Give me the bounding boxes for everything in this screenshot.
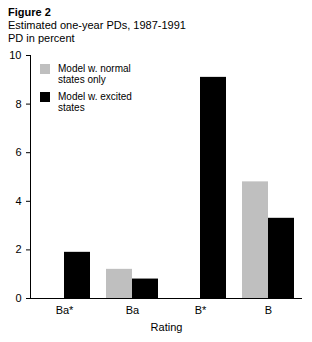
svg-text:10: 10 [9,49,21,61]
html-text:Model w. excited states: Model w. excited states [58,91,132,113]
svg-text:8: 8 [15,98,21,110]
html-text:PD in percent: PD in percent [8,32,75,44]
svg-text:Ba*: Ba* [56,304,74,316]
svg-text:6: 6 [15,146,21,158]
svg-text:B: B [265,304,272,316]
html-text:Estimated one-year PDs, 1987-1: Estimated one-year PDs, 1987-1991 [8,19,186,31]
html-text:Model w. normal states only: Model w. normal states only [58,63,131,85]
svg-text:Ba: Ba [126,304,140,316]
html-text:Figure 2: Figure 2 [8,6,51,18]
svg-text:2: 2 [15,243,21,255]
svg-text:Rating: Rating [151,321,183,333]
svg-text:4: 4 [15,195,21,207]
svg-text:B*: B* [195,304,207,316]
svg-text:0: 0 [15,292,21,304]
